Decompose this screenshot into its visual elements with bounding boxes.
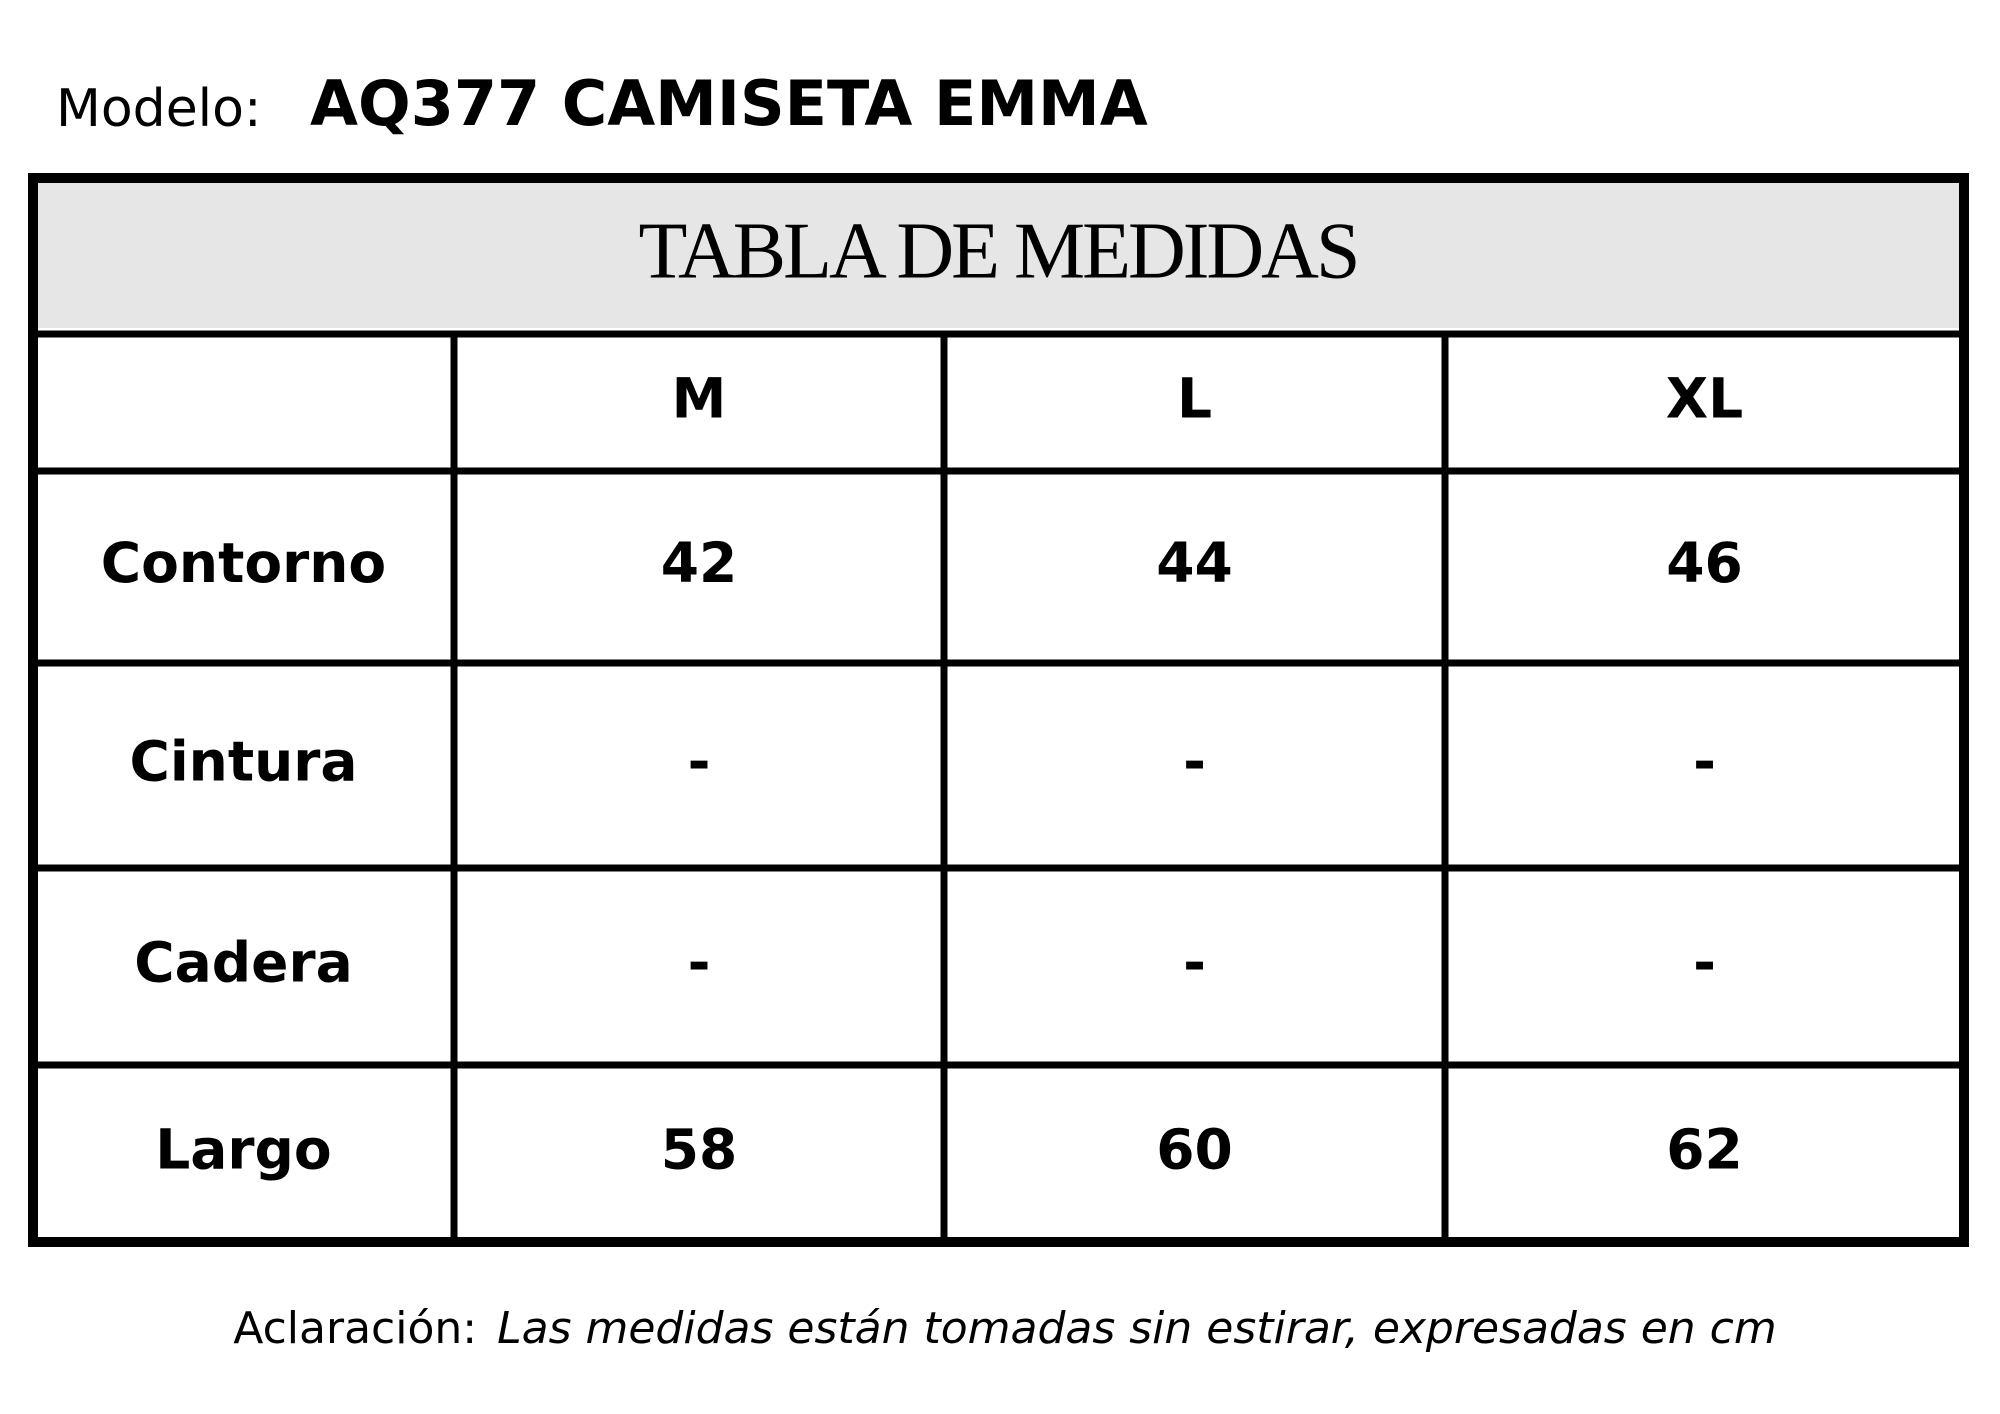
measure-value: - xyxy=(1693,730,1716,794)
measure-value: 42 xyxy=(661,531,738,595)
measure-label: Largo xyxy=(155,1118,331,1182)
size-header: M xyxy=(672,367,727,431)
measure-value: - xyxy=(688,730,711,794)
measure-label: Cadera xyxy=(134,931,352,995)
measure-value: 44 xyxy=(1156,531,1233,595)
measure-label: Contorno xyxy=(101,531,386,595)
table-grid: M L XL Contorno 42 44 46 Cintura - - - Cadera - - - Lar… xyxy=(33,330,1964,1242)
footnote: Aclaración: Las medidas están tomadas sin… xyxy=(233,1303,1776,1354)
table-border xyxy=(28,173,1969,1247)
measure-value: - xyxy=(688,931,711,995)
measure-value: 62 xyxy=(1666,1118,1743,1182)
measure-value: - xyxy=(1183,931,1206,995)
title-band xyxy=(38,183,1959,328)
model-label: Modelo: xyxy=(56,79,261,139)
model-name: AQ377 CAMISETA EMMA xyxy=(310,67,1148,140)
measure-value: 46 xyxy=(1666,531,1743,595)
size-header: XL xyxy=(1666,367,1743,431)
measure-value: 58 xyxy=(661,1118,738,1182)
size-header: L xyxy=(1177,367,1212,431)
measure-label: Cintura xyxy=(129,730,357,794)
footnote-label: Aclaración: xyxy=(233,1303,477,1354)
footnote-text: Las medidas están tomadas sin estirar, e… xyxy=(497,1303,1777,1354)
table-title: TABLA DE MEDIDAS xyxy=(639,207,1358,295)
measure-value: - xyxy=(1693,931,1716,995)
measure-value: 60 xyxy=(1156,1118,1233,1182)
measure-value: - xyxy=(1183,730,1206,794)
